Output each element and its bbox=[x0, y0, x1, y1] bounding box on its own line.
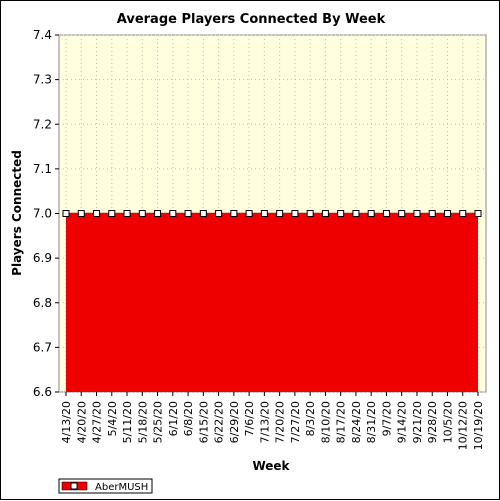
data-point bbox=[291, 210, 299, 217]
data-point bbox=[215, 210, 223, 217]
x-tick-label: 7/13/20 bbox=[258, 401, 271, 443]
data-point bbox=[154, 210, 162, 217]
x-axis-label: Week bbox=[252, 459, 290, 473]
y-tick-label: 6.9 bbox=[33, 251, 52, 265]
x-tick-label: 7/27/20 bbox=[289, 401, 302, 443]
x-tick-label: 7/20/20 bbox=[274, 401, 287, 443]
x-tick-label: 8/24/20 bbox=[350, 401, 363, 443]
y-tick-label: 7.4 bbox=[33, 28, 52, 42]
data-point bbox=[382, 210, 390, 217]
x-axis: 4/13/20 4/20/20 4/27/20 5/4/20 5/11/20 5/18/2… bbox=[60, 392, 485, 450]
y-tick-label: 7.2 bbox=[33, 117, 52, 131]
data-point bbox=[62, 210, 70, 217]
x-tick-label: 8/10/20 bbox=[319, 401, 332, 443]
x-tick-label: 9/14/20 bbox=[396, 401, 409, 443]
legend-marker bbox=[70, 482, 78, 490]
data-point bbox=[474, 210, 482, 217]
x-tick-label: 9/7/20 bbox=[380, 401, 393, 436]
y-tick-label: 6.8 bbox=[33, 296, 52, 310]
data-point bbox=[138, 210, 146, 217]
x-tick-label: 10/12/20 bbox=[457, 401, 470, 450]
chart-title: Average Players Connected By Week bbox=[117, 12, 386, 27]
x-tick-label: 4/20/20 bbox=[75, 401, 88, 443]
series-area-fill bbox=[66, 213, 478, 392]
data-point bbox=[337, 210, 345, 217]
legend-label: AberMUSH bbox=[95, 482, 148, 493]
data-point bbox=[93, 210, 101, 217]
x-tick-label: 8/31/20 bbox=[365, 401, 378, 443]
data-point bbox=[367, 210, 375, 217]
x-tick-label: 9/28/20 bbox=[426, 401, 439, 443]
data-point bbox=[276, 210, 284, 217]
x-tick-label: 10/5/20 bbox=[441, 401, 454, 443]
data-point bbox=[77, 210, 85, 217]
data-point bbox=[321, 210, 329, 217]
x-tick-label: 6/1/20 bbox=[167, 401, 180, 436]
x-tick-label: 6/29/20 bbox=[228, 401, 241, 443]
data-point bbox=[230, 210, 238, 217]
data-point bbox=[260, 210, 268, 217]
x-tick-label: 4/13/20 bbox=[60, 401, 73, 443]
y-tick-label: 7.3 bbox=[33, 73, 52, 87]
data-point bbox=[184, 210, 192, 217]
y-tick-label: 6.7 bbox=[33, 340, 52, 354]
data-point bbox=[169, 210, 177, 217]
x-tick-label: 8/3/20 bbox=[304, 401, 317, 436]
x-tick-label: 6/8/20 bbox=[182, 401, 195, 436]
data-point bbox=[245, 210, 253, 217]
data-point bbox=[123, 210, 131, 217]
data-point bbox=[413, 210, 421, 217]
x-tick-label: 7/6/20 bbox=[243, 401, 256, 436]
y-tick-label: 7.1 bbox=[33, 162, 52, 176]
data-point bbox=[352, 210, 360, 217]
y-axis-label: Players Connected bbox=[10, 150, 24, 276]
y-tick-label: 7.0 bbox=[33, 207, 52, 221]
x-tick-label: 5/25/20 bbox=[152, 401, 165, 443]
x-tick-label: 9/21/20 bbox=[411, 401, 424, 443]
x-tick-label: 5/11/20 bbox=[121, 401, 134, 443]
data-point bbox=[306, 210, 314, 217]
legend: AberMUSH bbox=[58, 478, 153, 494]
data-point bbox=[199, 210, 207, 217]
series-markers bbox=[62, 210, 482, 217]
x-tick-label: 5/4/20 bbox=[106, 401, 119, 436]
x-tick-label: 5/18/20 bbox=[136, 401, 149, 443]
data-point bbox=[428, 210, 436, 217]
data-point bbox=[398, 210, 406, 217]
y-tick-label: 6.6 bbox=[33, 385, 52, 399]
data-point bbox=[459, 210, 467, 217]
x-tick-label: 4/27/20 bbox=[91, 401, 104, 443]
data-point bbox=[443, 210, 451, 217]
x-tick-label: 10/19/20 bbox=[472, 401, 485, 450]
x-tick-label: 8/17/20 bbox=[335, 401, 348, 443]
x-tick-label: 6/15/20 bbox=[197, 401, 210, 443]
x-tick-label: 6/22/20 bbox=[213, 401, 226, 443]
data-point bbox=[108, 210, 116, 217]
series-area bbox=[66, 212, 478, 392]
y-axis: 6.6 6.7 6.8 6.9 7.0 7.1 7.2 7.3 7.4 bbox=[33, 28, 59, 399]
